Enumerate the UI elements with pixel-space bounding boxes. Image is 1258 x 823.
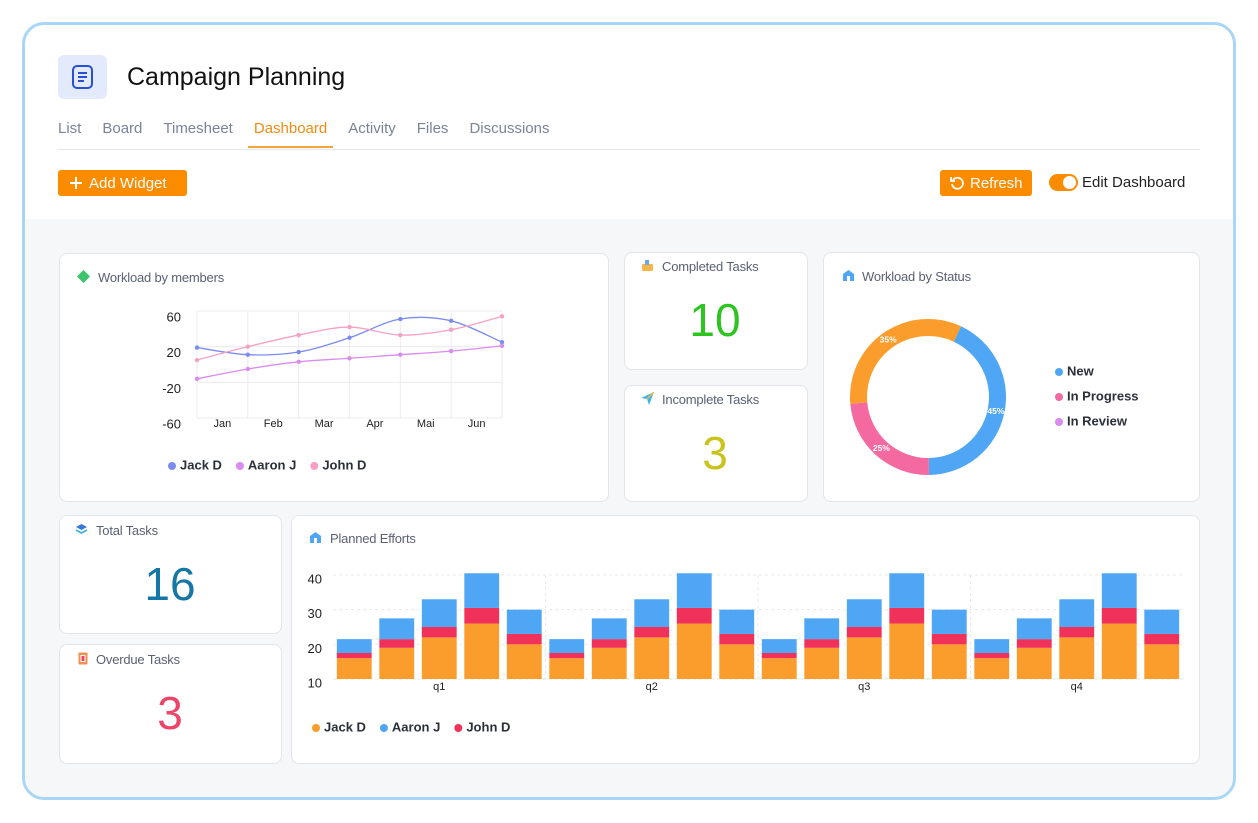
tab[interactable]: Dashboard (247, 118, 334, 148)
refresh-icon (950, 176, 964, 190)
edit-dashboard-toggle[interactable] (1049, 174, 1078, 191)
incomplete-tasks-card (624, 385, 808, 502)
tab[interactable]: Activity (348, 120, 396, 137)
stat-value: 3 (157, 687, 183, 739)
completed-tasks-card (624, 252, 808, 370)
card-title: Workload by Status (862, 269, 971, 284)
card-icon (310, 532, 321, 543)
project-icon-glyph (72, 65, 93, 89)
card-title: Total Tasks (96, 523, 158, 538)
tab-bar: List Board Timesheet Dashboard Activity Files… (52, 118, 555, 150)
card-title: Workload by members (98, 270, 225, 285)
stat-value: 10 (689, 294, 741, 346)
refresh-button[interactable]: Refresh (940, 170, 1032, 196)
card-icon (75, 524, 88, 535)
planned-efforts-card (291, 515, 1200, 764)
edit-dashboard-label: Edit Dashboard (1082, 174, 1186, 191)
toggle-knob (1063, 176, 1076, 189)
add-widget-button[interactable]: Add Widget (58, 170, 187, 196)
workload-members-card (59, 253, 609, 502)
card-icon (78, 652, 88, 665)
card-icon (843, 270, 854, 281)
workload-status-card (823, 252, 1200, 502)
card-icon (641, 392, 654, 405)
stat-value: 3 (702, 427, 728, 479)
tab[interactable]: List (58, 120, 82, 137)
tab[interactable]: Board (102, 120, 143, 137)
plus-icon (70, 177, 82, 189)
button-label: Add Widget (89, 174, 167, 192)
tab[interactable]: Timesheet (163, 120, 233, 137)
button-label: Refresh (970, 174, 1023, 192)
total-tasks-card (59, 515, 282, 634)
card-icon (77, 270, 90, 283)
overdue-tasks-card (59, 644, 282, 764)
divider (58, 149, 1200, 150)
card-icon (642, 260, 653, 271)
card-title: Completed Tasks (662, 259, 759, 274)
tab[interactable]: Discussions (469, 120, 550, 137)
project-icon (58, 55, 107, 99)
card-title: Planned Efforts (330, 531, 416, 546)
card-title: Overdue Tasks (96, 652, 180, 667)
stat-value: 16 (144, 558, 196, 610)
project-title: Campaign Planning (127, 63, 346, 91)
tab[interactable]: Files (416, 120, 449, 137)
card-title: Incomplete Tasks (662, 392, 759, 407)
